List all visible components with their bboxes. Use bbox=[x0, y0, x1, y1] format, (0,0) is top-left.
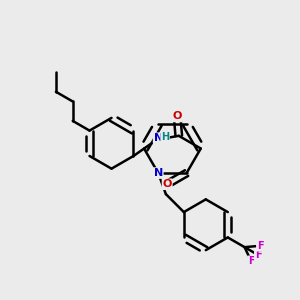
Text: H: H bbox=[161, 132, 169, 142]
Text: N: N bbox=[154, 168, 163, 178]
Text: N: N bbox=[154, 133, 163, 143]
Text: O: O bbox=[172, 112, 182, 122]
Text: F: F bbox=[257, 241, 263, 251]
Text: O: O bbox=[163, 179, 172, 189]
Text: F: F bbox=[248, 256, 254, 266]
Text: F: F bbox=[255, 250, 261, 260]
